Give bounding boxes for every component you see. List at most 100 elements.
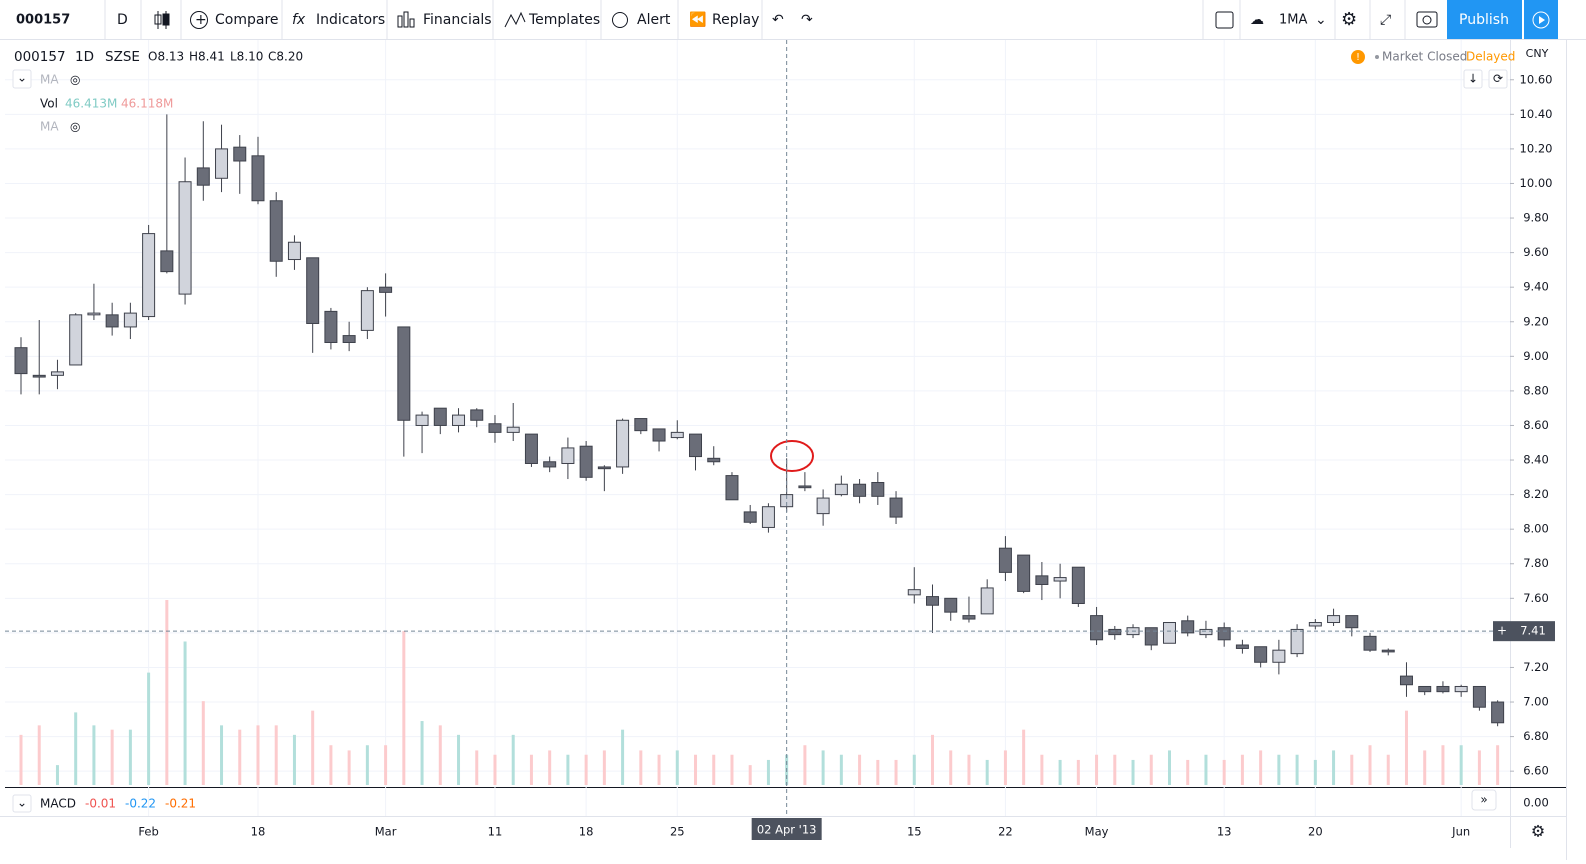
candle-body bbox=[798, 485, 812, 489]
alert[interactable]: Alert bbox=[637, 12, 671, 28]
volume-bar bbox=[912, 754, 916, 785]
volume bbox=[19, 600, 1500, 785]
screenshot-icon[interactable] bbox=[1416, 11, 1438, 28]
fullscreen-icon[interactable]: ⤢ bbox=[1380, 12, 1391, 28]
scroll-right[interactable] bbox=[1471, 789, 1497, 811]
y-tick-label: 8.00 bbox=[1523, 522, 1549, 536]
layout-name[interactable]: 1MA bbox=[1279, 13, 1307, 28]
axis-settings[interactable]: ⚙ bbox=[1531, 822, 1545, 841]
volume-bar bbox=[858, 754, 862, 785]
interval[interactable]: D bbox=[117, 12, 128, 28]
currency: CNY bbox=[1526, 47, 1549, 60]
legend-exchange: SZSE bbox=[105, 49, 140, 65]
volume-bar bbox=[1149, 754, 1153, 785]
x-tick-label: Mar bbox=[375, 825, 397, 839]
y-tick-label: 9.40 bbox=[1523, 280, 1549, 294]
volume-bar bbox=[821, 750, 825, 785]
collapse-icon: ⌄ bbox=[17, 71, 27, 85]
volume-bar bbox=[274, 725, 278, 785]
volume-bar bbox=[1477, 750, 1481, 785]
volume-bar bbox=[876, 759, 880, 785]
volume-bar bbox=[1277, 754, 1281, 785]
warning-mark: ! bbox=[1356, 52, 1360, 63]
chart-type-icon[interactable] bbox=[154, 11, 170, 29]
candle-body bbox=[725, 475, 739, 501]
alert-icon[interactable] bbox=[612, 12, 628, 28]
candle-body bbox=[1162, 622, 1176, 644]
volume-bar bbox=[74, 712, 78, 785]
volume-bar bbox=[347, 750, 351, 785]
candle-body bbox=[287, 241, 301, 261]
candle-body bbox=[689, 433, 703, 458]
financials[interactable]: Financials bbox=[423, 12, 492, 28]
lens bbox=[1422, 15, 1432, 25]
volume-bar bbox=[712, 754, 716, 785]
warning-icon[interactable] bbox=[1351, 50, 1365, 64]
volume-bar bbox=[1058, 759, 1062, 785]
y-tick-label: 8.20 bbox=[1523, 487, 1549, 501]
replay-icon[interactable]: ⏪ bbox=[689, 11, 706, 28]
candle-body bbox=[342, 335, 356, 343]
x-tick-label: 11 bbox=[488, 825, 503, 839]
reset-icon: ⟳ bbox=[1493, 72, 1503, 86]
replay[interactable]: Replay bbox=[712, 12, 759, 28]
scroll-down[interactable] bbox=[1463, 69, 1483, 89]
x-tick-label: May bbox=[1085, 825, 1109, 839]
hidden-icon[interactable]: ◎ bbox=[70, 120, 80, 134]
undo[interactable]: ↶ bbox=[772, 12, 784, 28]
templates-icon[interactable] bbox=[504, 11, 526, 28]
layout-icon[interactable] bbox=[1215, 11, 1234, 29]
volume-bar bbox=[147, 672, 151, 785]
volume-bar bbox=[639, 750, 643, 785]
indicators[interactable]: Indicators bbox=[316, 12, 385, 28]
volume-bar bbox=[529, 754, 533, 785]
templates[interactable]: Templates bbox=[528, 12, 600, 28]
y-tick-label: 8.40 bbox=[1523, 453, 1549, 467]
legend-ma: MA bbox=[40, 73, 59, 87]
legend-vol-value: 46.118M bbox=[121, 97, 173, 111]
financials-icon[interactable] bbox=[397, 11, 415, 28]
arrow-down: ↓ bbox=[1468, 72, 1478, 86]
publish-button[interactable] bbox=[1447, 0, 1522, 39]
candle-body bbox=[1290, 628, 1304, 655]
collapse-button[interactable] bbox=[12, 69, 32, 89]
candle-body bbox=[926, 596, 939, 606]
fx-icon[interactable]: fx bbox=[292, 12, 306, 28]
dropdown[interactable]: ⌄ bbox=[1315, 12, 1327, 28]
candle-body bbox=[160, 250, 174, 273]
candle-body bbox=[1108, 628, 1122, 636]
hidden-icon[interactable]: ◎ bbox=[70, 73, 80, 87]
volume-bar bbox=[1423, 750, 1427, 785]
y-tick-label: 6.80 bbox=[1523, 729, 1549, 743]
symbol[interactable]: 000157 bbox=[16, 13, 70, 28]
reset[interactable] bbox=[1488, 69, 1508, 89]
x-tick-label: Jun bbox=[1451, 825, 1470, 839]
annotation-circle bbox=[770, 440, 814, 472]
candle-body bbox=[470, 409, 484, 421]
publish[interactable]: Publish bbox=[1459, 12, 1509, 28]
candle-body bbox=[634, 418, 648, 432]
cloud-icon[interactable]: ☁ bbox=[1250, 12, 1264, 28]
candle-body bbox=[123, 312, 137, 328]
candle-body bbox=[597, 466, 611, 470]
macd-collapse[interactable] bbox=[12, 794, 32, 813]
macd-line: -0.22 bbox=[125, 797, 156, 811]
settings-icon[interactable]: ⚙ bbox=[1341, 9, 1357, 30]
compare-icon[interactable] bbox=[190, 11, 208, 29]
x-tick-label: 18 bbox=[251, 825, 266, 839]
candle-body bbox=[87, 312, 101, 316]
volume-bar bbox=[1496, 745, 1500, 785]
volume-bar bbox=[602, 750, 606, 785]
legend-low: L8.10 bbox=[230, 50, 263, 64]
candle-body bbox=[69, 314, 83, 366]
candle-body bbox=[1327, 615, 1341, 624]
volume-bar bbox=[766, 759, 770, 785]
candle-body bbox=[1144, 627, 1158, 646]
x-tick-label: Feb bbox=[138, 825, 158, 839]
redo[interactable]: ↷ bbox=[801, 12, 813, 28]
volume-bar bbox=[1222, 759, 1226, 785]
volume-bar bbox=[584, 754, 588, 785]
compare[interactable]: Compare bbox=[215, 12, 279, 28]
candle-body bbox=[834, 483, 848, 496]
